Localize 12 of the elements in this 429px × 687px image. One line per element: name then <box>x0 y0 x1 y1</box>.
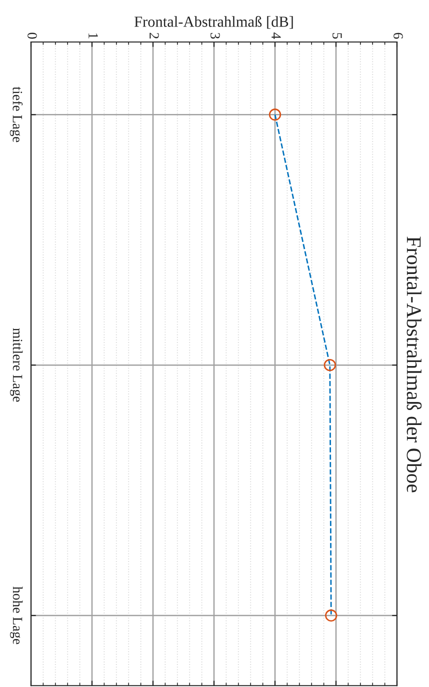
x-tick-label: 0 <box>28 32 37 39</box>
x-tick-label: 5 <box>332 33 342 39</box>
x-axis-title: Frontal-Abstrahlmaß [dB] <box>134 16 293 29</box>
x-tick-label: 4 <box>272 32 281 40</box>
x-tick-label: 2 <box>150 32 159 38</box>
text: Frontal-Abstrahlmaß der Oboe <box>406 236 422 492</box>
x-tick-label: 3 <box>210 32 220 39</box>
x-tick-label: 1 <box>88 34 98 38</box>
x-tick-label: 6 <box>394 32 403 39</box>
y-tick-label: tiefe Lage <box>10 86 23 142</box>
y-tick-label: mittlere Lage <box>10 328 23 402</box>
y-tick-label: hohe Lage <box>10 586 23 644</box>
